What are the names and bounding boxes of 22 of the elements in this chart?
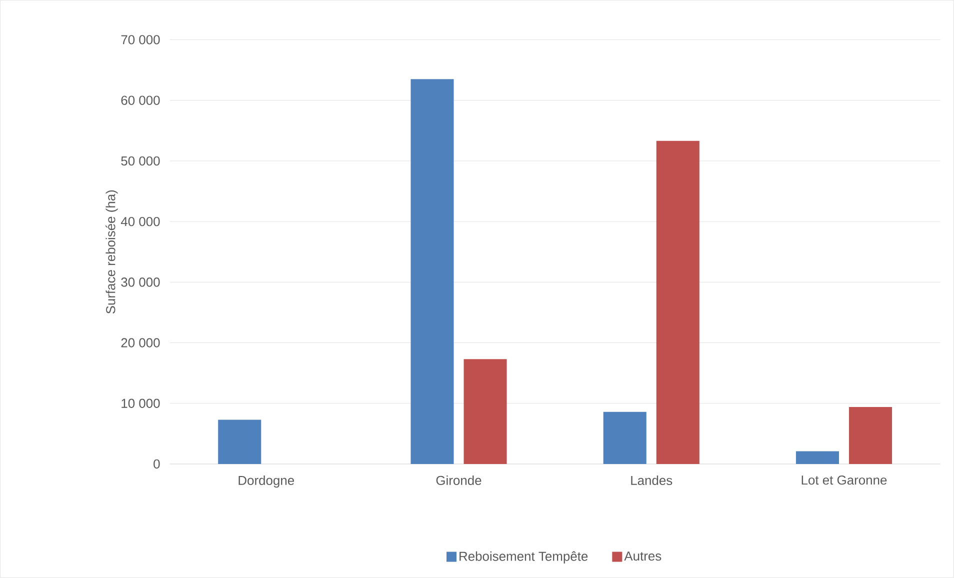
legend-label: Reboisement Tempête: [460, 551, 588, 564]
y-tick-label: 70 000: [121, 35, 160, 44]
y-tick-label: 50 000: [121, 156, 160, 166]
y-axis-title: Surface reboisée (ha): [106, 190, 118, 314]
y-tick-label: 40 000: [120, 217, 160, 226]
y-tick-label: 60 000: [121, 96, 160, 106]
bar: [218, 420, 262, 464]
bar: [848, 407, 892, 464]
bar: [656, 141, 700, 464]
y-tick-label: 30 000: [121, 278, 160, 287]
y-tick-label: 10 000: [122, 398, 160, 408]
y-tick-label: 20 000: [121, 338, 160, 348]
x-tick-label: Dordogne: [238, 476, 294, 488]
x-tick-label: Gironde: [436, 476, 482, 486]
legend-label: Autres: [624, 552, 662, 561]
x-tick-label: Lot et Garonne: [802, 476, 887, 485]
y-tick-label: 0: [154, 460, 160, 469]
bar: [410, 79, 454, 464]
bar: [464, 359, 507, 464]
x-tick-label: Landes: [631, 476, 672, 486]
bar: [603, 412, 646, 464]
bar: [796, 451, 839, 464]
